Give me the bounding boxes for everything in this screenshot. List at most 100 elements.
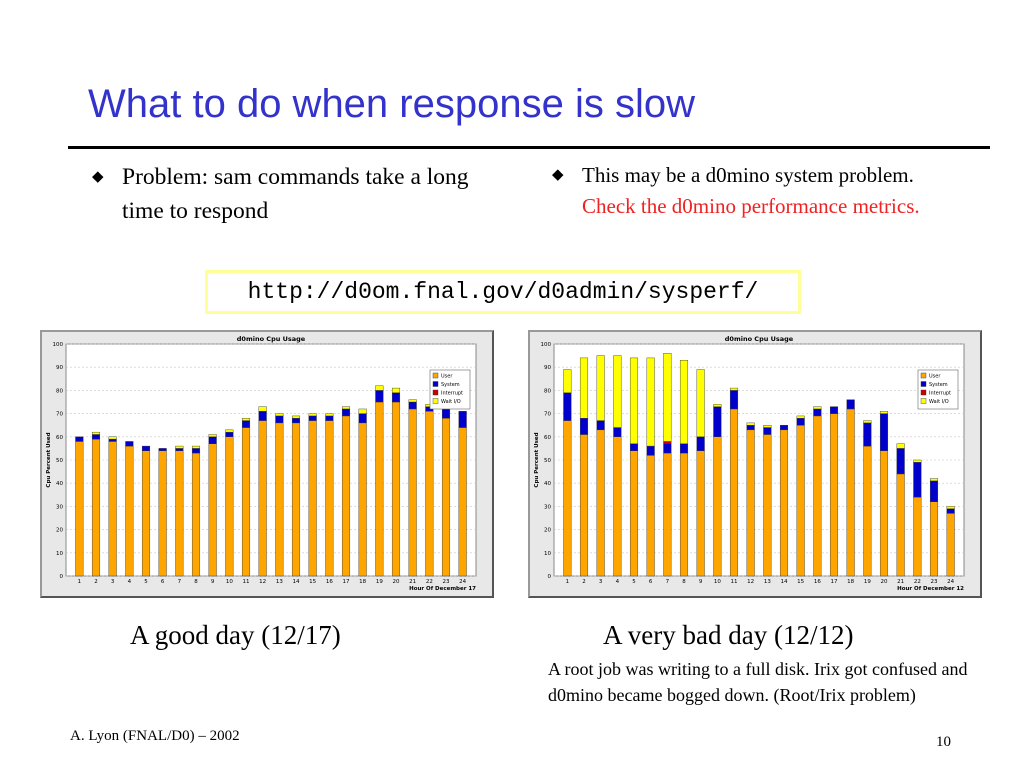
bar-segment	[796, 415, 805, 419]
x-tick-label: 6	[161, 579, 165, 585]
bullet-diagnosis: ◆ This may be a d0mino system problem. C…	[552, 160, 922, 222]
bar-segment	[713, 436, 722, 577]
x-tick-label: 13	[764, 579, 771, 585]
bar-segment	[308, 420, 317, 577]
bar-segment	[846, 408, 855, 577]
bullet-diagnosis-highlight: Check the d0mino performance metrics.	[582, 194, 920, 218]
bar-segment	[729, 408, 739, 577]
x-tick-label: 15	[309, 579, 316, 585]
y-axis-label: Cpu Percent Used	[46, 432, 52, 487]
bar-segment	[946, 506, 955, 509]
bar-segment	[225, 429, 234, 433]
x-axis-label: Hour Of December 12	[897, 586, 964, 592]
x-tick-label: 19	[864, 579, 871, 585]
bar-segment	[896, 443, 905, 449]
x-tick-label: 16	[814, 579, 821, 585]
bar-segment	[191, 445, 201, 449]
x-tick-label: 22	[914, 579, 921, 585]
bar-segment	[879, 411, 889, 414]
legend-label: System	[441, 382, 460, 388]
y-tick-label: 40	[56, 481, 63, 487]
legend-label: User	[929, 374, 941, 380]
x-tick-label: 11	[731, 579, 738, 585]
bar-segment	[75, 441, 84, 577]
bar-segment	[613, 427, 622, 437]
chart-legend: User System Interrupt Wait I/O	[917, 369, 959, 410]
bar-segment	[896, 473, 905, 577]
bar-segment	[375, 401, 384, 577]
bar-segment	[579, 357, 589, 419]
x-tick-label: 10	[226, 579, 233, 585]
bar-segment	[596, 355, 605, 421]
bar-segment	[579, 434, 589, 577]
bar-segment	[258, 420, 267, 577]
legend-label: Interrupt	[441, 391, 463, 397]
bullet-diagnosis-plain: This may be a d0mino system problem.	[582, 163, 914, 187]
y-tick-label: 20	[56, 528, 63, 534]
bar-segment	[408, 408, 417, 577]
bar-segment	[613, 355, 622, 428]
bullet-problem: ◆ Problem: sam commands take a long time…	[92, 160, 512, 228]
bar-segment	[563, 392, 572, 421]
bar-segment	[679, 360, 689, 444]
bar-segment	[191, 452, 201, 577]
bar-segment	[208, 434, 217, 438]
bullet-problem-text: Problem: sam commands take a long time t…	[122, 164, 469, 224]
bar-segment	[125, 445, 134, 577]
bad-day-explanation: A root job was writing to a full disk. I…	[548, 659, 968, 705]
bar-segment	[946, 508, 955, 514]
x-tick-label: 14	[293, 579, 300, 585]
x-tick-label: 2	[582, 579, 586, 585]
bar-segment	[813, 406, 822, 410]
bar-segment	[241, 427, 251, 577]
x-tick-label: 21	[409, 579, 416, 585]
y-tick-label: 50	[56, 458, 63, 464]
legend-swatch	[920, 372, 927, 379]
page-number: 10	[936, 734, 951, 750]
bar-segment	[646, 455, 655, 577]
legend-swatch	[432, 372, 439, 379]
bar-segment	[458, 411, 467, 428]
bar-segment	[829, 413, 839, 577]
x-tick-label: 3	[599, 579, 603, 585]
bar-segment	[425, 411, 434, 577]
bar-segment	[208, 443, 217, 577]
bar-segment	[746, 422, 755, 426]
bar-segment	[696, 450, 705, 577]
title-divider	[68, 146, 990, 149]
x-tick-label: 16	[326, 579, 333, 585]
legend-swatch	[432, 381, 439, 387]
bar-segment	[108, 436, 117, 440]
x-axis-label: Hour Of December 17	[409, 586, 476, 592]
bar-segment	[646, 445, 655, 456]
bar-segment	[75, 436, 84, 442]
bar-segment	[175, 445, 184, 449]
x-tick-label: 7	[178, 579, 182, 585]
x-tick-label: 19	[376, 579, 383, 585]
bar-segment	[141, 450, 151, 577]
bar-segment	[913, 459, 922, 463]
bar-segment	[629, 357, 639, 444]
bar-segment	[441, 418, 451, 577]
legend-swatch	[432, 398, 439, 404]
x-tick-label: 17	[831, 579, 838, 585]
x-tick-label: 1	[566, 579, 570, 585]
bar-segment	[258, 411, 267, 421]
x-tick-label: 20	[881, 579, 888, 585]
bar-segment	[458, 427, 467, 577]
bar-segment	[863, 422, 872, 447]
x-tick-label: 10	[714, 579, 721, 585]
bar-segment	[108, 438, 117, 442]
bar-segment	[796, 418, 805, 426]
x-tick-label: 9	[211, 579, 215, 585]
diamond-bullet-icon: ◆	[552, 167, 564, 183]
bar-segment	[729, 387, 739, 391]
bar-segment	[325, 420, 334, 577]
y-tick-label: 30	[544, 504, 551, 510]
chart-bad-day: d0mino Cpu Usage 0 10 20 30 40 50 60 70 80 90 100 Cp…	[528, 330, 982, 598]
y-tick-label: 80	[56, 388, 63, 394]
bar-segment	[713, 404, 722, 407]
sysperf-url[interactable]: http://d0om.fnal.gov/d0admin/sysperf/	[247, 279, 759, 305]
y-tick-label: 50	[544, 458, 551, 464]
bar-segment	[879, 413, 889, 451]
